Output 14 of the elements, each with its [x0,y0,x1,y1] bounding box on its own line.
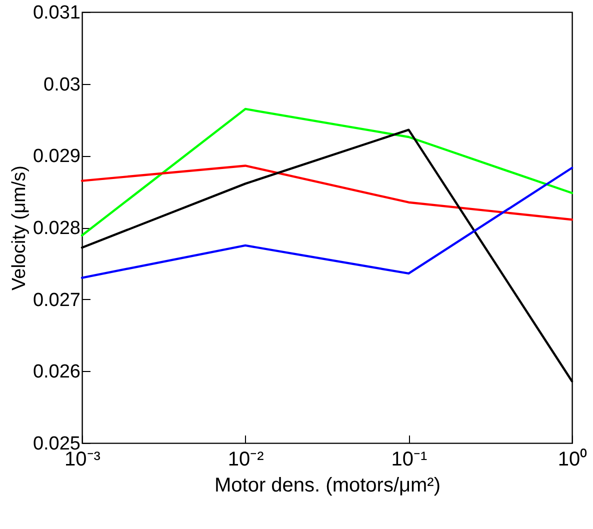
x-axis-title: Motor dens. (motors/μm²) [214,474,441,496]
x-tick-label: 10⁻² [228,448,264,470]
y-tick-label: 0.026 [32,362,80,383]
x-tick-label: 10⁻¹ [391,448,428,470]
y-tick-label: 0.027 [32,290,80,311]
y-tick-label: 0.03 [44,74,80,96]
y-tick-label: 0.029 [32,146,80,168]
y-tick-label: 0.028 [32,218,80,239]
y-axis-title: Velocity (μm/s) [8,166,30,290]
y-tick-label: 0.031 [32,2,80,24]
line-series [80,166,574,279]
x-tick-label: 10⁰ [558,448,588,470]
line-series [80,164,574,221]
line-series [80,108,574,236]
